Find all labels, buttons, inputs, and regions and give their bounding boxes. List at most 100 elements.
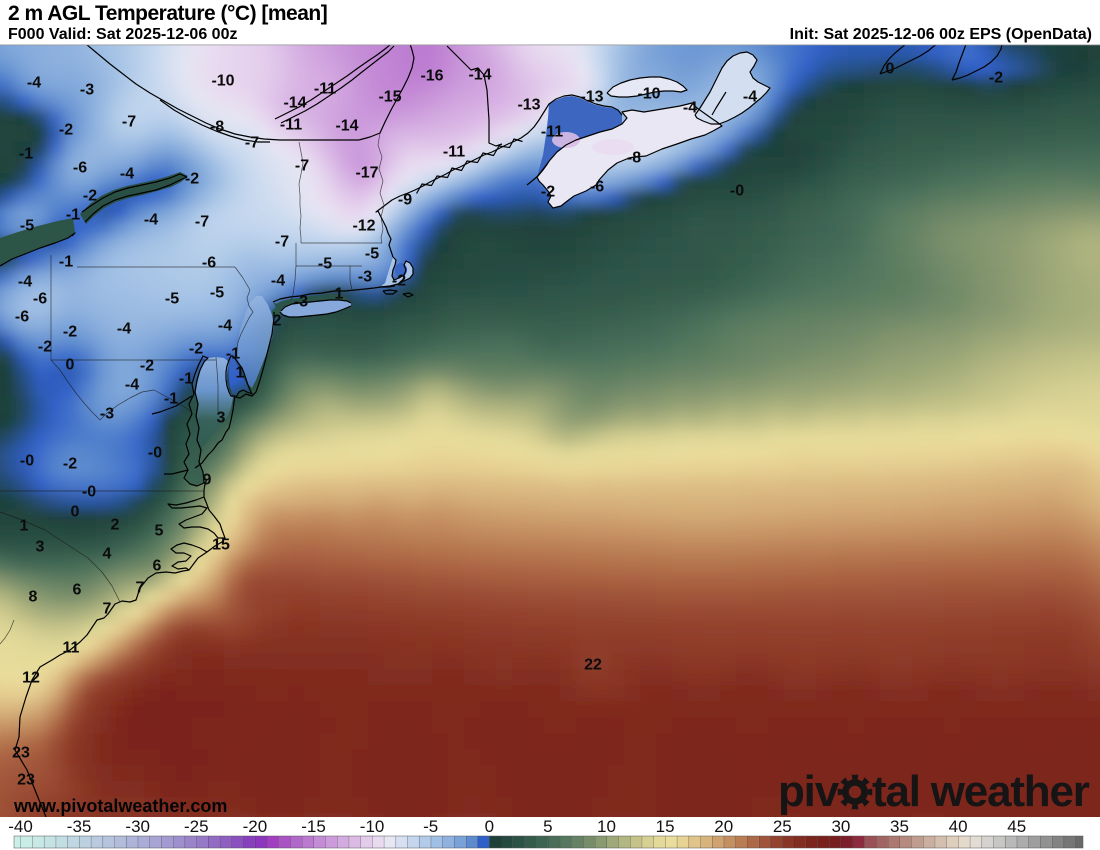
svg-text:-40: -40 (8, 817, 33, 836)
svg-text:-4: -4 (117, 321, 131, 338)
svg-text:-2: -2 (63, 324, 77, 341)
svg-text:-12: -12 (352, 218, 375, 235)
svg-text:-2: -2 (541, 184, 555, 201)
svg-text:-13: -13 (517, 97, 540, 114)
svg-text:40: 40 (949, 817, 968, 836)
svg-text:1: 1 (20, 518, 29, 535)
svg-text:0: 0 (71, 504, 80, 521)
svg-text:-2: -2 (83, 188, 97, 205)
svg-text:2: 2 (273, 313, 282, 330)
svg-text:-4: -4 (218, 318, 232, 335)
svg-text:-11: -11 (280, 117, 302, 134)
svg-text:7: 7 (103, 601, 112, 618)
svg-text:-1: -1 (59, 254, 73, 271)
svg-text:6: 6 (73, 582, 82, 599)
svg-text:10: 10 (597, 817, 616, 836)
svg-text:-7: -7 (245, 135, 259, 152)
svg-text:-2: -2 (38, 339, 52, 356)
svg-text:-7: -7 (195, 214, 209, 231)
svg-text:-10: -10 (637, 86, 660, 103)
svg-text:0: 0 (485, 817, 494, 836)
svg-text:-1: -1 (226, 346, 240, 363)
svg-text:-5: -5 (423, 817, 438, 836)
svg-text:23: 23 (12, 745, 30, 762)
svg-text:-6: -6 (33, 291, 47, 308)
svg-text:7: 7 (136, 580, 145, 597)
svg-text:-0: -0 (20, 453, 34, 470)
svg-text:-1: -1 (66, 207, 80, 224)
svg-text:-3: -3 (294, 294, 308, 311)
svg-text:25: 25 (773, 817, 792, 836)
svg-text:-8: -8 (627, 150, 641, 167)
svg-text:20: 20 (714, 817, 733, 836)
svg-text:6: 6 (153, 558, 162, 575)
svg-text:-17: -17 (355, 165, 378, 182)
svg-text:-14: -14 (335, 118, 358, 135)
svg-text:-4: -4 (125, 377, 139, 394)
svg-text:-1: -1 (164, 391, 178, 408)
svg-text:-35: -35 (67, 817, 92, 836)
svg-text:-4: -4 (271, 273, 285, 290)
svg-text:-2: -2 (140, 358, 154, 375)
svg-text:35: 35 (890, 817, 909, 836)
svg-text:-14: -14 (283, 95, 306, 112)
svg-text:1: 1 (335, 286, 344, 303)
svg-text:22: 22 (584, 657, 602, 674)
svg-text:-2: -2 (989, 70, 1003, 87)
svg-text:-13: -13 (580, 89, 603, 106)
svg-text:-0: -0 (148, 445, 162, 462)
svg-text:piv: piv (778, 767, 840, 816)
svg-text:-5: -5 (365, 246, 379, 263)
svg-text:-6: -6 (202, 255, 216, 272)
svg-text:-4: -4 (144, 212, 158, 229)
svg-text:-7: -7 (122, 114, 136, 131)
svg-text:1: 1 (236, 365, 245, 382)
svg-text:-5: -5 (318, 256, 332, 273)
svg-text:-25: -25 (184, 817, 209, 836)
svg-text:-4: -4 (683, 100, 697, 117)
svg-text:-5: -5 (165, 291, 179, 308)
svg-text:-8: -8 (210, 119, 224, 136)
svg-text:-14: -14 (468, 67, 491, 84)
svg-text:5: 5 (155, 523, 164, 540)
svg-text:-4: -4 (27, 75, 41, 92)
svg-text:-9: -9 (398, 192, 412, 209)
svg-text:-30: -30 (125, 817, 150, 836)
svg-text:30: 30 (831, 817, 850, 836)
svg-text:8: 8 (29, 589, 38, 606)
svg-text:9: 9 (203, 472, 212, 489)
svg-text:2: 2 (111, 517, 120, 534)
svg-text:-3: -3 (100, 406, 114, 423)
svg-text:3: 3 (36, 539, 45, 556)
svg-text:45: 45 (1007, 817, 1026, 836)
svg-text:-1: -1 (19, 146, 33, 163)
svg-text:-5: -5 (210, 285, 224, 302)
svg-text:15: 15 (656, 817, 675, 836)
svg-text:5: 5 (543, 817, 552, 836)
svg-text:-2: -2 (392, 273, 406, 290)
svg-text:11: 11 (63, 640, 80, 657)
svg-text:-4: -4 (120, 166, 134, 183)
svg-text:www.pivotalweather.com: www.pivotalweather.com (13, 796, 227, 816)
svg-text:-11: -11 (541, 124, 563, 141)
svg-text:-10: -10 (211, 73, 234, 90)
svg-text:-6: -6 (73, 160, 87, 177)
svg-text:15: 15 (212, 537, 230, 554)
svg-text:-2: -2 (189, 341, 203, 358)
svg-text:-1: -1 (179, 371, 193, 388)
svg-text:3: 3 (217, 410, 226, 427)
svg-text:-0: -0 (730, 183, 744, 200)
svg-text:-7: -7 (295, 158, 309, 175)
svg-text:-11: -11 (314, 81, 336, 98)
svg-text:0: 0 (886, 61, 895, 78)
svg-text:-10: -10 (360, 817, 385, 836)
svg-text:-4: -4 (18, 274, 32, 291)
svg-text:23: 23 (17, 772, 35, 789)
svg-text:-2: -2 (63, 456, 77, 473)
svg-text:-16: -16 (420, 68, 443, 85)
svg-text:-15: -15 (378, 89, 401, 106)
svg-text:4: 4 (103, 546, 112, 563)
svg-text:-5: -5 (20, 218, 34, 235)
svg-text:-2: -2 (185, 171, 199, 188)
svg-text:tal weather: tal weather (872, 767, 1090, 816)
